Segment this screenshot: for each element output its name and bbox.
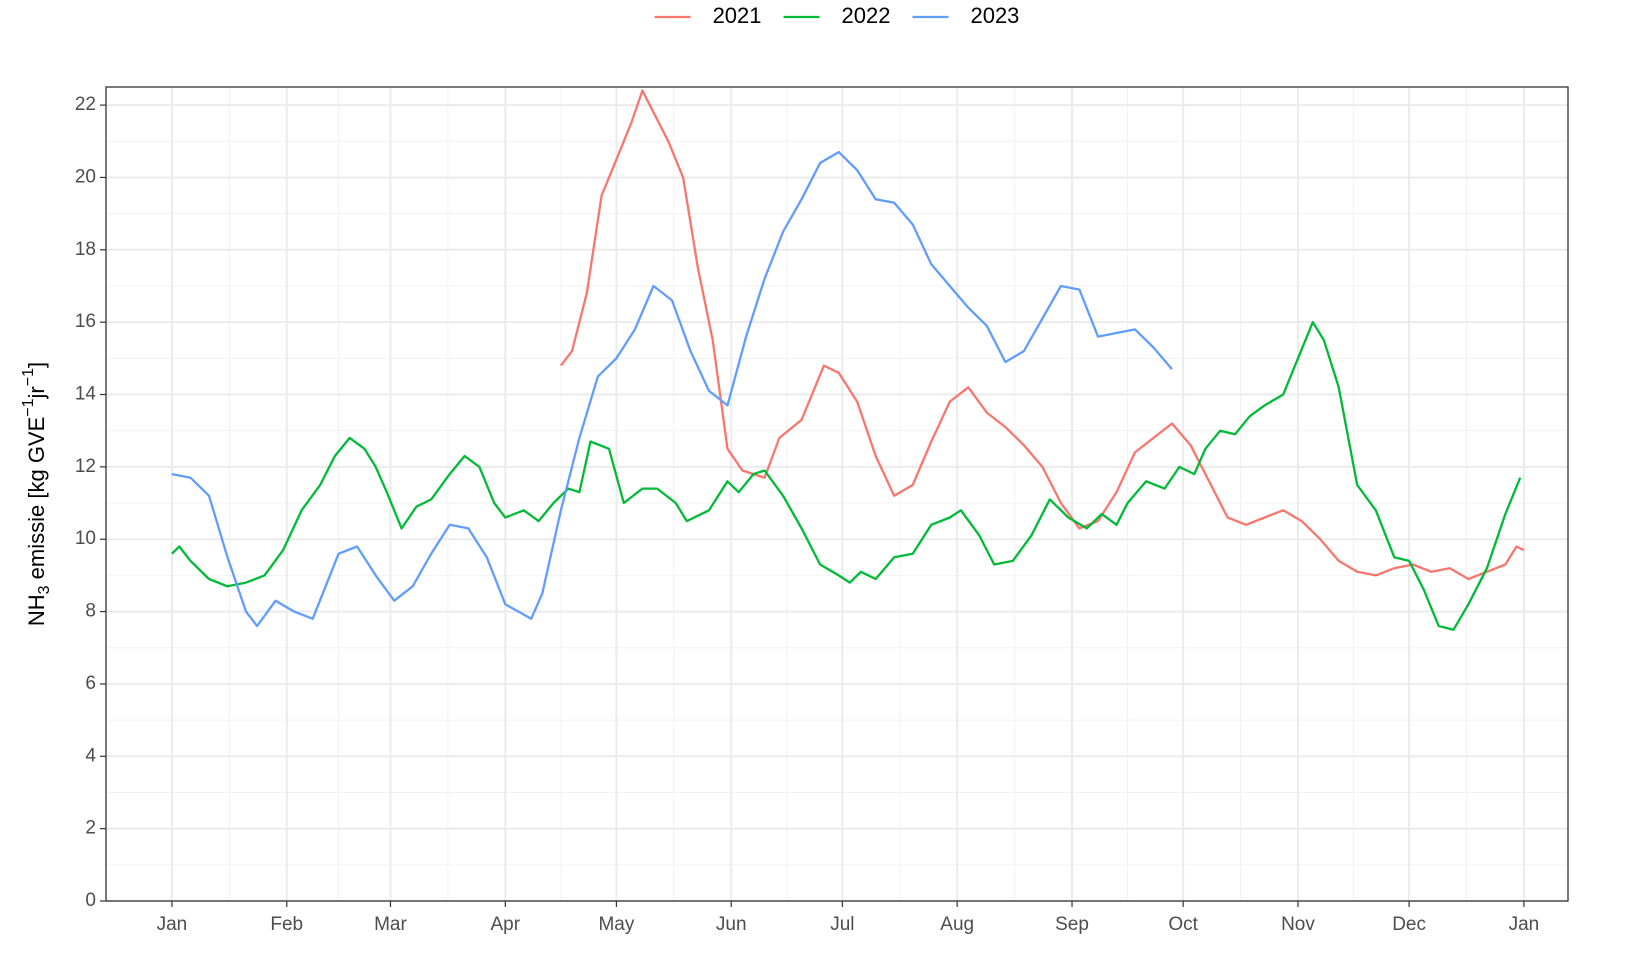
- x-tick-label: Aug: [940, 914, 974, 935]
- legend-text: 2021: [713, 3, 762, 28]
- y-tick-label: 4: [85, 745, 96, 766]
- x-tick-label: Sep: [1055, 914, 1089, 935]
- y-title-part: ]: [24, 362, 49, 368]
- y-title-sub: 3: [36, 585, 53, 594]
- legend-text: 2022: [842, 3, 891, 28]
- y-tick-label: 18: [75, 239, 96, 260]
- y-tick-label: 0: [85, 890, 96, 911]
- y-tick-label: 22: [75, 94, 96, 115]
- y-title-sup: −1: [20, 368, 37, 386]
- y-tick-label: 20: [75, 166, 96, 187]
- y-tick-label: 14: [75, 384, 97, 405]
- y-title-part: emissie [kg GVE: [24, 417, 49, 586]
- y-axis-title: NH3 emissie [kg GVE−1jr−1]: [20, 362, 53, 626]
- grid: [106, 87, 1568, 902]
- y-title-part: NH: [24, 594, 49, 626]
- y-title-sup: −1: [20, 398, 37, 416]
- legend-item: 2021: [654, 3, 762, 28]
- x-tick-label: May: [598, 914, 634, 935]
- y-tick-label: 12: [75, 456, 96, 477]
- x-tick-label: Jan: [157, 914, 188, 935]
- legend-text: 2023: [970, 3, 1019, 28]
- legend-item: 2023: [912, 3, 1019, 28]
- series-line: [171, 321, 1522, 631]
- lines: [171, 89, 1525, 631]
- legend-item: 2022: [783, 3, 891, 28]
- x-tick-label: Oct: [1168, 914, 1198, 935]
- y-tick-label: 8: [85, 601, 96, 622]
- y-title-part: jr: [24, 386, 49, 399]
- y-tick-label: 16: [75, 311, 96, 332]
- y-tick-label: 10: [75, 528, 96, 549]
- y-tick-label: 2: [85, 818, 96, 839]
- axes: 0 2 4 6 8 10 12 14 16 18 20 22 Jan Feb Mar Apr May Jun Jul…: [75, 94, 1539, 935]
- y-tick-label: 6: [85, 673, 96, 694]
- legend: 2021 2022 2023: [654, 3, 1019, 28]
- x-tick-label: Jun: [716, 914, 747, 935]
- x-tick-label: Nov: [1281, 914, 1315, 935]
- series-line: [559, 89, 1525, 581]
- panel-border: [105, 86, 1569, 902]
- x-tick-label: Jan: [1509, 914, 1540, 935]
- x-tick-label: Apr: [491, 914, 521, 935]
- x-tick-label: Feb: [270, 914, 303, 935]
- series-line: [171, 150, 1173, 628]
- x-tick-label: Jul: [830, 914, 854, 935]
- x-tick-label: Dec: [1392, 914, 1426, 935]
- x-tick-label: Mar: [374, 914, 407, 935]
